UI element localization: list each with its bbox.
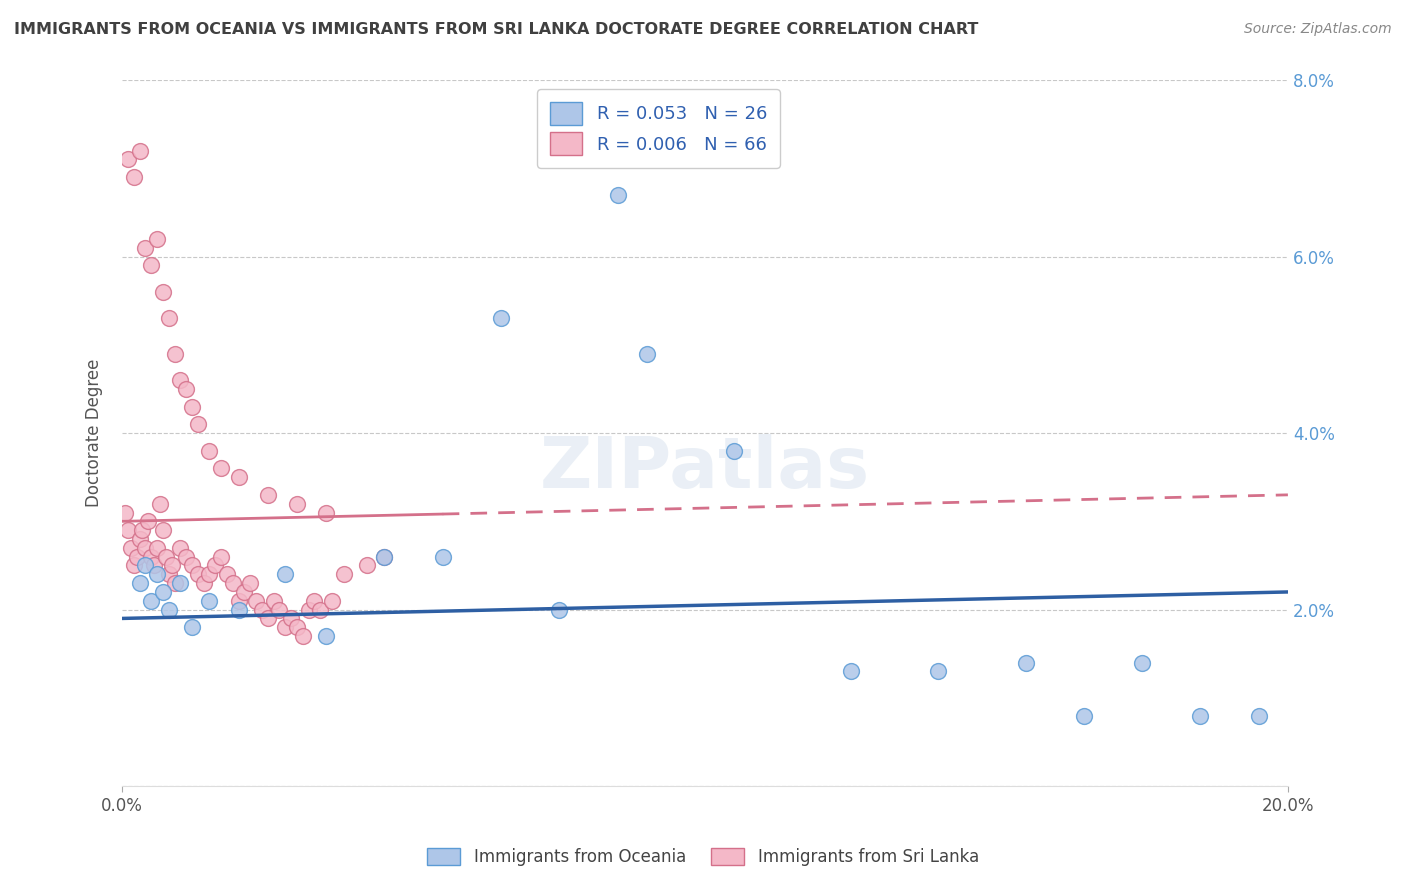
- Point: [152, 285, 174, 299]
- Point: [155, 549, 177, 564]
- Point: [128, 144, 150, 158]
- Point: [332, 567, 354, 582]
- Point: [263, 594, 285, 608]
- Point: [245, 594, 267, 608]
- Point: [146, 567, 169, 582]
- Point: [152, 523, 174, 537]
- Point: [163, 346, 186, 360]
- Point: [128, 532, 150, 546]
- Legend: R = 0.053   N = 26, R = 0.006   N = 66: R = 0.053 N = 26, R = 0.006 N = 66: [537, 89, 780, 168]
- Point: [1073, 708, 1095, 723]
- Point: [149, 497, 172, 511]
- Point: [134, 541, 156, 555]
- Point: [122, 558, 145, 573]
- Point: [193, 576, 215, 591]
- Point: [143, 558, 166, 573]
- Point: [146, 232, 169, 246]
- Point: [141, 549, 163, 564]
- Point: [1247, 708, 1270, 723]
- Point: [356, 558, 378, 573]
- Point: [239, 576, 262, 591]
- Text: ZIPatlas: ZIPatlas: [540, 434, 870, 503]
- Point: [152, 585, 174, 599]
- Point: [256, 488, 278, 502]
- Point: [269, 602, 291, 616]
- Point: [163, 576, 186, 591]
- Point: [128, 576, 150, 591]
- Point: [297, 602, 319, 616]
- Point: [134, 241, 156, 255]
- Point: [1189, 708, 1212, 723]
- Point: [187, 567, 209, 582]
- Point: [198, 443, 221, 458]
- Point: [141, 594, 163, 608]
- Point: [373, 549, 395, 564]
- Point: [1130, 656, 1153, 670]
- Point: [198, 567, 221, 582]
- Point: [228, 470, 250, 484]
- Point: [636, 346, 658, 360]
- Point: [187, 417, 209, 432]
- Text: Source: ZipAtlas.com: Source: ZipAtlas.com: [1244, 22, 1392, 37]
- Point: [117, 523, 139, 537]
- Point: [309, 602, 332, 616]
- Legend: Immigrants from Oceania, Immigrants from Sri Lanka: Immigrants from Oceania, Immigrants from…: [419, 840, 987, 875]
- Point: [204, 558, 226, 573]
- Point: [117, 153, 139, 167]
- Point: [114, 506, 136, 520]
- Point: [157, 602, 180, 616]
- Point: [181, 400, 204, 414]
- Point: [274, 567, 297, 582]
- Point: [174, 549, 197, 564]
- Point: [160, 558, 183, 573]
- Point: [228, 594, 250, 608]
- Point: [198, 594, 221, 608]
- Point: [215, 567, 238, 582]
- Point: [125, 549, 148, 564]
- Point: [256, 611, 278, 625]
- Point: [136, 514, 159, 528]
- Point: [432, 549, 454, 564]
- Point: [304, 594, 326, 608]
- Point: [146, 541, 169, 555]
- Point: [373, 549, 395, 564]
- Point: [285, 620, 308, 634]
- Point: [228, 602, 250, 616]
- Point: [489, 311, 512, 326]
- Point: [134, 558, 156, 573]
- Point: [157, 311, 180, 326]
- Point: [233, 585, 256, 599]
- Point: [285, 497, 308, 511]
- Point: [315, 506, 337, 520]
- Point: [157, 567, 180, 582]
- Point: [280, 611, 302, 625]
- Point: [181, 558, 204, 573]
- Point: [209, 461, 232, 475]
- Y-axis label: Doctorate Degree: Doctorate Degree: [86, 359, 103, 508]
- Point: [606, 187, 628, 202]
- Point: [1014, 656, 1036, 670]
- Point: [291, 629, 314, 643]
- Text: IMMIGRANTS FROM OCEANIA VS IMMIGRANTS FROM SRI LANKA DOCTORATE DEGREE CORRELATIO: IMMIGRANTS FROM OCEANIA VS IMMIGRANTS FR…: [14, 22, 979, 37]
- Point: [548, 602, 571, 616]
- Point: [321, 594, 343, 608]
- Point: [131, 523, 153, 537]
- Point: [181, 620, 204, 634]
- Point: [120, 541, 142, 555]
- Point: [250, 602, 273, 616]
- Point: [839, 665, 862, 679]
- Point: [169, 576, 191, 591]
- Point: [315, 629, 337, 643]
- Point: [222, 576, 245, 591]
- Point: [927, 665, 949, 679]
- Point: [723, 443, 745, 458]
- Point: [174, 382, 197, 396]
- Point: [169, 541, 191, 555]
- Point: [169, 373, 191, 387]
- Point: [274, 620, 297, 634]
- Point: [122, 170, 145, 185]
- Point: [141, 258, 163, 272]
- Point: [209, 549, 232, 564]
